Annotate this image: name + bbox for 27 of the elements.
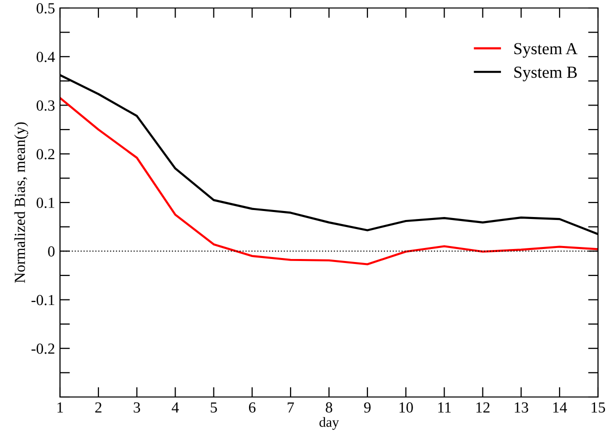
y-tick-label: -0.1 <box>32 294 54 306</box>
x-tick-label: 13 <box>514 402 528 413</box>
x-tick-label: 8 <box>326 402 332 413</box>
x-tick-label: 1 <box>58 402 63 412</box>
y-tick-label: -0.2 <box>32 344 54 354</box>
x-tick-label: 5 <box>210 402 217 413</box>
x-tick-label: 6 <box>248 402 256 413</box>
x-axis-title: day <box>319 417 339 430</box>
y-tick-label: 0.2 <box>36 149 54 160</box>
y-axis-title: Normalized Bias, mean(y) <box>14 122 28 283</box>
y-tick-label: 0.3 <box>36 100 55 111</box>
y-tick-label: 0.5 <box>36 3 55 14</box>
x-tick-label: 2 <box>95 402 102 412</box>
x-tick-label: 10 <box>400 402 413 413</box>
legend-label: System A <box>514 43 578 58</box>
x-tick-label: 14 <box>553 402 567 412</box>
y-tick-label: 0.1 <box>36 198 54 208</box>
legend-label: System B <box>514 66 577 82</box>
x-tick-label: 12 <box>476 402 490 412</box>
x-tick-label: 4 <box>172 402 179 412</box>
y-tick-label: 0.4 <box>36 52 55 62</box>
x-tick-label: 11 <box>438 402 451 412</box>
x-tick-label: 9 <box>364 402 371 413</box>
x-tick-label: 3 <box>134 402 140 413</box>
x-tick-label: 15 <box>592 402 606 413</box>
y-tick-label: 0 <box>48 246 55 257</box>
x-tick-label: 7 <box>288 402 294 412</box>
